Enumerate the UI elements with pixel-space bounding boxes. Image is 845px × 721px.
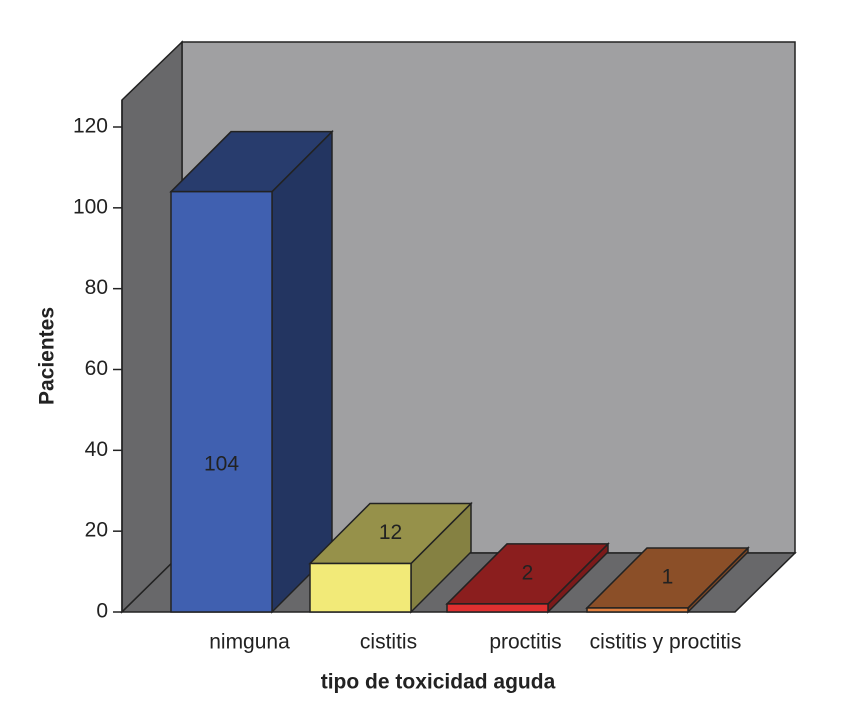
y-axis-label: Pacientes	[36, 307, 59, 405]
bar	[170, 190, 273, 613]
x-tick-label: cistitis	[360, 631, 417, 654]
y-tick-label: 20	[85, 519, 108, 542]
bar-side	[271, 129, 333, 614]
value-label: 1	[662, 566, 674, 589]
y-tick-label: 0	[96, 600, 108, 623]
value-label: 12	[379, 521, 402, 544]
y-tick-label: 120	[73, 115, 108, 138]
x-tick-label: nimguna	[209, 631, 290, 654]
y-tick-label: 100	[73, 195, 108, 218]
x-tick-label: proctitis	[489, 631, 561, 654]
bar	[446, 603, 549, 613]
y-tick-label: 40	[85, 438, 108, 461]
y-tick-label: 60	[85, 357, 108, 380]
y-tick-label: 80	[85, 276, 108, 299]
value-label: 104	[204, 452, 239, 475]
x-axis-label: tipo de toxicidad aguda	[321, 671, 556, 694]
bar	[309, 562, 412, 613]
x-tick-label: cistitis y proctitis	[590, 631, 742, 654]
value-label: 2	[522, 561, 534, 584]
bar	[586, 607, 689, 613]
